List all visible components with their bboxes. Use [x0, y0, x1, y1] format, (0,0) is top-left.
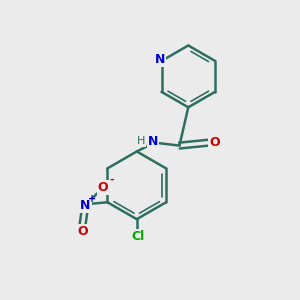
Text: Cl: Cl — [132, 230, 145, 243]
Text: O: O — [77, 225, 88, 238]
Text: +: + — [88, 194, 96, 204]
Text: O: O — [209, 136, 220, 149]
Text: H: H — [137, 136, 146, 146]
Text: -: - — [110, 175, 114, 185]
Text: O: O — [98, 181, 108, 194]
Text: N: N — [80, 199, 91, 212]
Text: N: N — [155, 53, 165, 66]
Text: N: N — [148, 135, 158, 148]
